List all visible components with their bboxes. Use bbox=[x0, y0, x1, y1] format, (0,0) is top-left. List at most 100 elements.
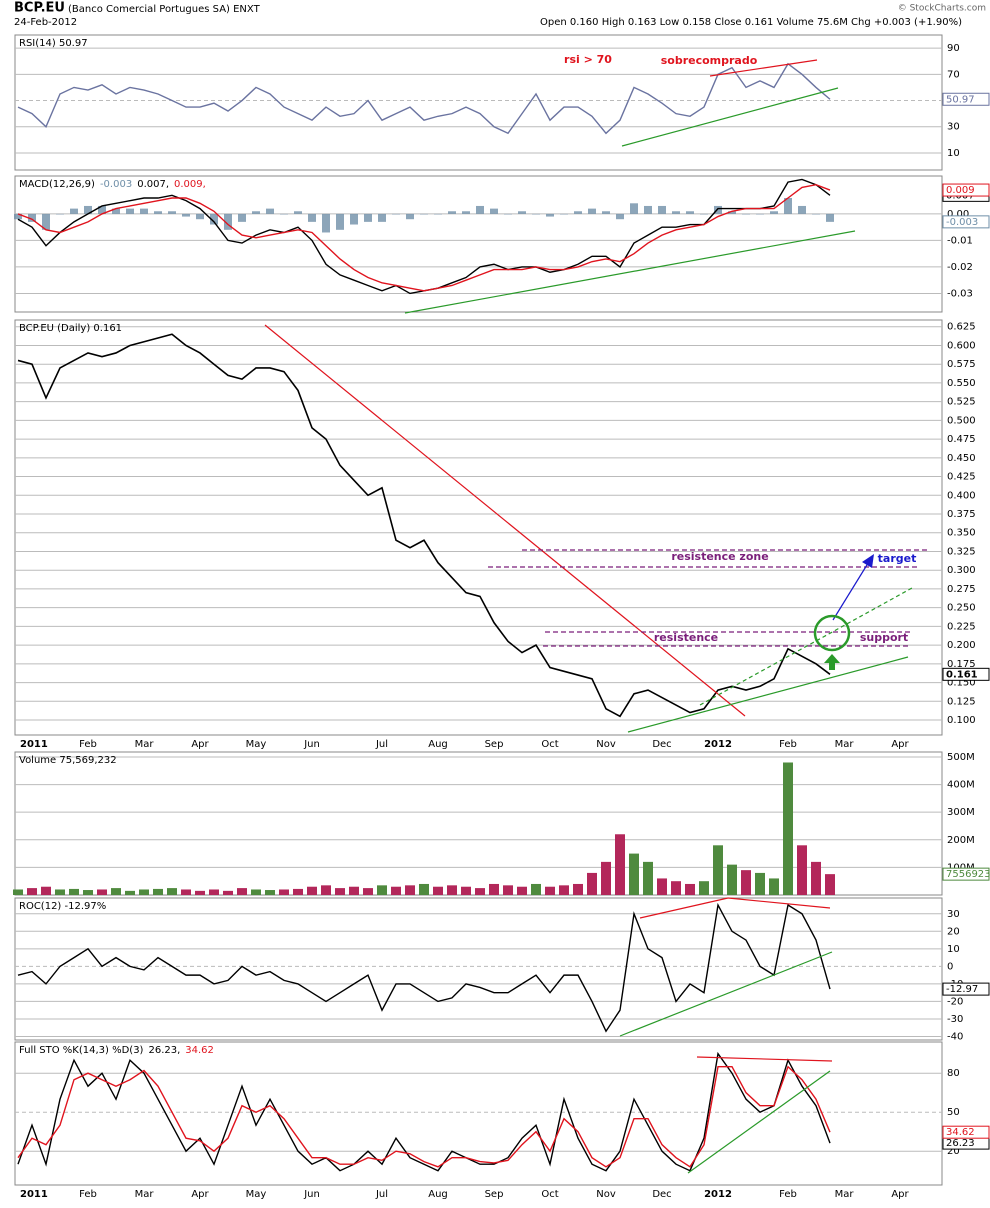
bar bbox=[728, 211, 736, 214]
x-tick-label: Jul bbox=[375, 1189, 388, 1200]
bar bbox=[377, 885, 387, 895]
legend-label: 26.23, bbox=[148, 1045, 180, 1056]
y-tick-label: 0 bbox=[947, 961, 953, 972]
bar bbox=[672, 211, 680, 214]
bar bbox=[559, 885, 569, 895]
panel-frame bbox=[14, 34, 943, 171]
panel-frame bbox=[14, 319, 943, 736]
y-tick-label: 0.100 bbox=[947, 715, 976, 726]
x-tick-label: Feb bbox=[779, 739, 797, 750]
bar bbox=[210, 213, 218, 225]
bar bbox=[378, 213, 386, 222]
bar bbox=[83, 890, 93, 895]
trend-line bbox=[619, 951, 833, 1037]
bar bbox=[56, 213, 64, 215]
panel-title: MACD(12,26,9) bbox=[19, 179, 95, 190]
x-tick-label: Aug bbox=[428, 1189, 448, 1200]
bar bbox=[363, 888, 373, 895]
bar bbox=[98, 205, 106, 214]
bar bbox=[252, 211, 260, 214]
trend-line bbox=[687, 1070, 831, 1174]
bar bbox=[545, 886, 555, 895]
bar bbox=[601, 861, 611, 895]
x-tick-label: Jun bbox=[303, 739, 320, 750]
bar bbox=[546, 213, 554, 217]
line bbox=[17, 333, 831, 718]
y-tick-label: -30 bbox=[947, 1014, 963, 1025]
bar bbox=[671, 881, 681, 895]
bar bbox=[238, 213, 246, 222]
bar bbox=[727, 864, 737, 895]
bar bbox=[391, 886, 401, 895]
company: (Banco Comercial Portugues SA) ENXT bbox=[68, 4, 261, 15]
bar bbox=[251, 889, 261, 895]
y-tick-label: -0.03 bbox=[947, 288, 973, 299]
bar bbox=[420, 213, 428, 215]
x-tick-label: 2011 bbox=[20, 739, 48, 750]
y-tick-label: 0.375 bbox=[947, 509, 976, 520]
bar bbox=[55, 889, 65, 895]
legend-label: 0.007, bbox=[137, 179, 169, 190]
bar bbox=[322, 213, 330, 233]
y-tick-label: 0.225 bbox=[947, 621, 976, 632]
line bbox=[17, 1065, 831, 1168]
x-tick-label: Apr bbox=[891, 739, 909, 750]
x-tick-label: Dec bbox=[652, 739, 671, 750]
bar bbox=[139, 889, 149, 895]
bar bbox=[27, 888, 37, 895]
bar bbox=[825, 874, 835, 895]
bar bbox=[700, 213, 708, 215]
x-tick-label: Mar bbox=[835, 1189, 855, 1200]
y-tick-label: 0.200 bbox=[947, 640, 976, 651]
legend-label: 34.62 bbox=[185, 1045, 214, 1056]
trend-line bbox=[709, 59, 818, 77]
bar bbox=[448, 211, 456, 214]
bar bbox=[69, 888, 79, 895]
bar bbox=[112, 208, 120, 214]
legend-label: 0.009, bbox=[174, 179, 206, 190]
bar bbox=[419, 883, 429, 895]
bar bbox=[602, 211, 610, 214]
bar bbox=[531, 883, 541, 895]
x-tick-label: Jul bbox=[375, 739, 388, 750]
bar bbox=[587, 872, 597, 895]
trend-line bbox=[699, 587, 913, 706]
line bbox=[17, 62, 831, 135]
x-tick-label: Oct bbox=[541, 1189, 558, 1200]
last-value-box bbox=[942, 215, 990, 229]
annotation: resistence bbox=[654, 631, 718, 644]
last-value: 26.23 bbox=[946, 1138, 975, 1149]
bar bbox=[574, 211, 582, 214]
y-tick-label: 400M bbox=[947, 780, 975, 791]
bar bbox=[28, 213, 36, 222]
y-tick-label: 200M bbox=[947, 835, 975, 846]
y-tick-label: 0.625 bbox=[947, 322, 976, 333]
symbol: BCP.EU bbox=[14, 1, 65, 16]
bar bbox=[615, 834, 625, 895]
bar bbox=[294, 211, 302, 214]
bar bbox=[308, 213, 316, 222]
y-tick-label: 0.250 bbox=[947, 603, 976, 614]
bar bbox=[433, 886, 443, 895]
y-tick-label: 0.175 bbox=[947, 659, 976, 670]
last-value-box bbox=[942, 183, 990, 197]
x-tick-label: Sep bbox=[485, 1189, 504, 1200]
bar bbox=[434, 213, 442, 215]
bar bbox=[756, 213, 764, 215]
bar bbox=[125, 890, 135, 895]
bar bbox=[195, 890, 205, 895]
y-tick-label: 0.500 bbox=[947, 415, 976, 426]
bar bbox=[658, 205, 666, 214]
x-tick-label: Dec bbox=[652, 1189, 671, 1200]
y-tick-label: 0.475 bbox=[947, 434, 976, 445]
trend-line bbox=[264, 324, 746, 717]
up-arrow bbox=[824, 654, 840, 670]
bar bbox=[181, 889, 191, 895]
y-tick-label: -0.01 bbox=[947, 235, 973, 246]
y-tick-label: 90 bbox=[947, 43, 960, 54]
y-tick-label: 0.525 bbox=[947, 397, 976, 408]
bar bbox=[447, 885, 457, 895]
bar bbox=[616, 213, 624, 220]
y-tick-label: 0.550 bbox=[947, 378, 976, 389]
